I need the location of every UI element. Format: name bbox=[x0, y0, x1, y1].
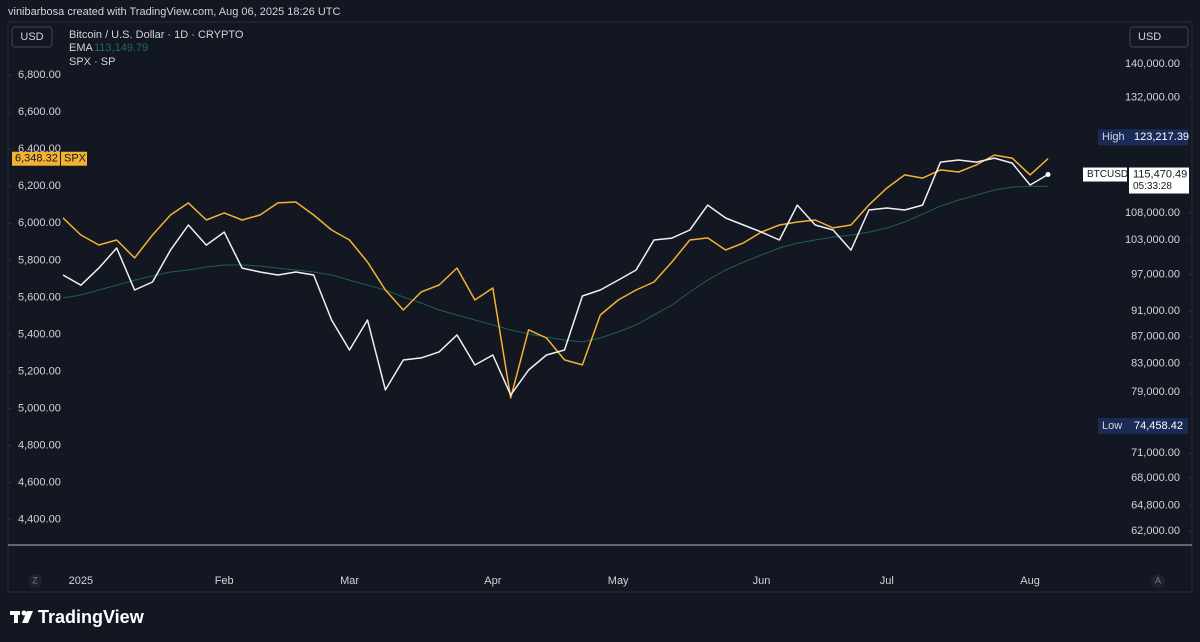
low-box bbox=[1098, 418, 1188, 435]
y2-tick-label: 79,000.00 bbox=[1131, 386, 1180, 398]
y-tick-label: 5,600.00 bbox=[18, 291, 61, 303]
y-tick-label: 6,000.00 bbox=[18, 217, 61, 229]
x-tick-label: Aug bbox=[1020, 575, 1040, 587]
y-tick-label: 4,400.00 bbox=[18, 514, 61, 526]
y2-tick-label: 91,000.00 bbox=[1131, 305, 1180, 317]
chart-panel bbox=[7, 21, 1193, 593]
y-tick-label: 6,600.00 bbox=[18, 106, 61, 118]
legend-entry[interactable]: SPX · SP bbox=[69, 56, 115, 68]
brand-name: TradingView bbox=[38, 607, 145, 627]
low-value: 74,458.42 bbox=[1134, 420, 1183, 432]
x-tick-label: Apr bbox=[484, 575, 501, 587]
high-name: High bbox=[1102, 131, 1125, 143]
credit: vinibarbosa created with TradingView.com… bbox=[8, 6, 340, 18]
a-button[interactable] bbox=[1151, 574, 1165, 588]
btc-price: 115,470.49 bbox=[1133, 168, 1187, 180]
spx-price-box bbox=[12, 151, 60, 166]
y2-tick-label: 83,000.00 bbox=[1131, 358, 1180, 370]
btc-name-box bbox=[1083, 167, 1127, 182]
high-value: 123,217.39 bbox=[1134, 131, 1189, 143]
btc-countdown: 05:33:28 bbox=[1133, 181, 1172, 192]
y-tick-label: 4,600.00 bbox=[18, 477, 61, 489]
y2-tick-label: 64,800.00 bbox=[1131, 500, 1180, 512]
y2-tick-label: 62,000.00 bbox=[1131, 525, 1180, 537]
y-tick-label: 4,800.00 bbox=[18, 440, 61, 452]
spx-name-box bbox=[61, 151, 87, 166]
x-tick-label: May bbox=[608, 575, 629, 587]
x-tick-label: Jun bbox=[753, 575, 771, 587]
y2-tick-label: 87,000.00 bbox=[1131, 331, 1180, 343]
x-tick-label: Mar bbox=[340, 575, 359, 587]
y-tick-label: 5,400.00 bbox=[18, 328, 61, 340]
currency-label: USD bbox=[1138, 31, 1161, 43]
y2-tick-label: 68,000.00 bbox=[1131, 472, 1180, 484]
currency-label: USD bbox=[20, 31, 43, 43]
spx-price: 6,348.32 bbox=[15, 153, 58, 165]
y-tick-label: 6,800.00 bbox=[18, 69, 61, 81]
high-box bbox=[1098, 129, 1188, 146]
btc-name: BTCUSD bbox=[1087, 169, 1128, 180]
y2-tick-label: 97,000.00 bbox=[1131, 268, 1180, 280]
y-tick-label: 6,200.00 bbox=[18, 180, 61, 192]
y-tick-label: 5,800.00 bbox=[18, 254, 61, 266]
low-name: Low bbox=[1102, 420, 1122, 432]
a-button-label: A bbox=[1155, 575, 1161, 585]
last-point bbox=[1045, 172, 1051, 178]
legend-entry[interactable]: Bitcoin / U.S. Dollar · 1D · CRYPTO bbox=[69, 29, 244, 41]
y2-tick-label: 140,000.00 bbox=[1125, 58, 1180, 70]
series-line bbox=[62, 185, 1049, 343]
brand-logo bbox=[10, 610, 33, 623]
z-button[interactable] bbox=[28, 574, 42, 588]
y-tick-label: 5,000.00 bbox=[18, 403, 61, 415]
plot-area bbox=[62, 154, 1051, 399]
y2-tick-label: 132,000.00 bbox=[1125, 92, 1180, 104]
x-tick-label: Jul bbox=[880, 575, 894, 587]
x-tick-label: Feb bbox=[215, 575, 234, 587]
series-line bbox=[62, 157, 1049, 396]
series-line bbox=[62, 154, 1049, 399]
spx-name: SPX bbox=[64, 153, 87, 165]
legend-value: 113,149.79 bbox=[94, 42, 148, 54]
x-tick-label: 2025 bbox=[69, 575, 93, 587]
btc-price-box bbox=[1129, 167, 1189, 194]
legend-entry[interactable]: EMA bbox=[69, 42, 94, 54]
z-button-label: Z bbox=[32, 575, 38, 585]
y2-tick-label: 108,000.00 bbox=[1125, 207, 1180, 219]
currency-button[interactable] bbox=[1129, 26, 1189, 48]
y2-tick-label: 71,000.00 bbox=[1131, 447, 1180, 459]
y2-tick-label: 103,000.00 bbox=[1125, 234, 1180, 246]
currency-button[interactable] bbox=[11, 26, 53, 48]
y-tick-label: 5,200.00 bbox=[18, 365, 61, 377]
